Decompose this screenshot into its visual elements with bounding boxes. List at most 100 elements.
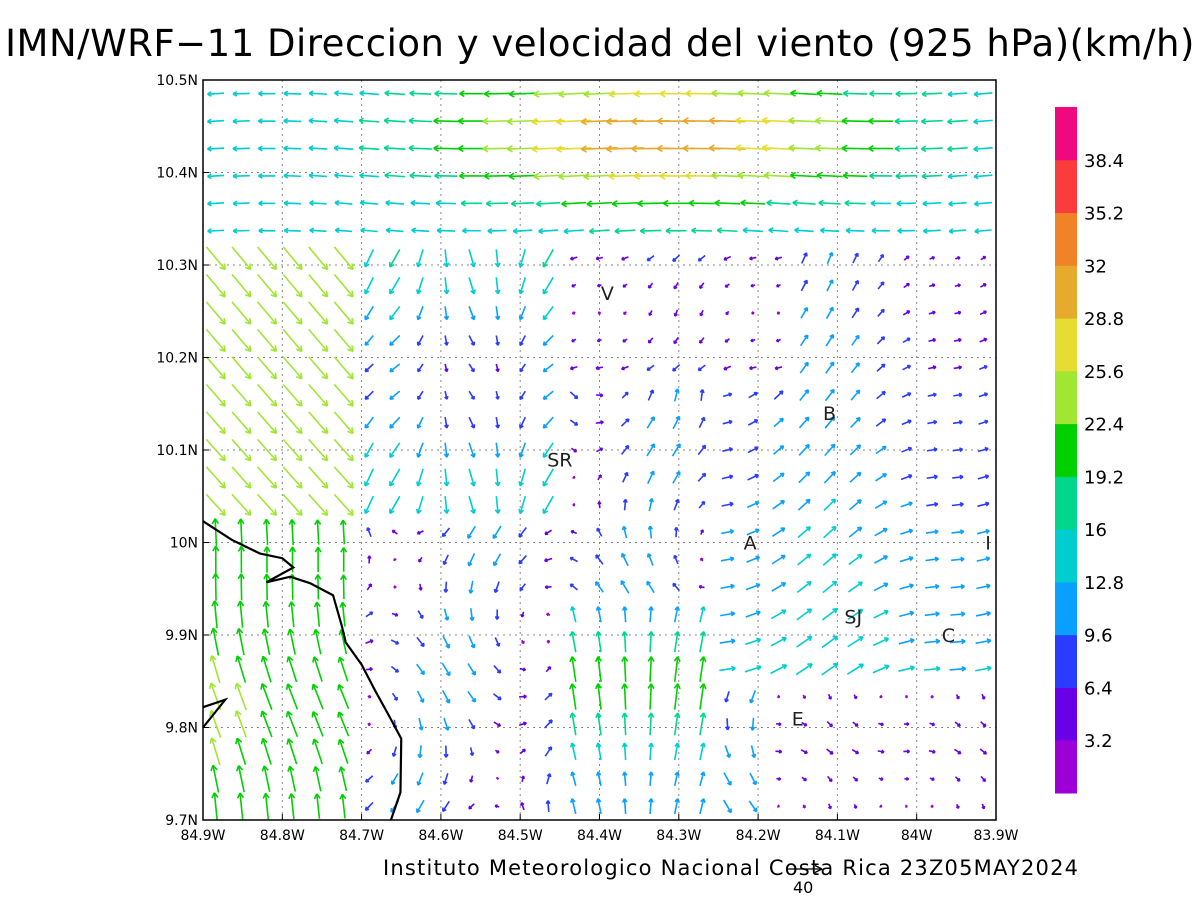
wind-vector: [949, 638, 966, 645]
wind-vector: [697, 444, 707, 456]
wind-vector: [308, 466, 329, 489]
wind-vector: [800, 306, 809, 319]
wind-vector: [496, 776, 500, 780]
wind-vector: [621, 683, 629, 710]
wind-vector: [260, 683, 273, 710]
wind-vector: [595, 798, 602, 815]
wind-vector: [207, 173, 225, 180]
wind-vector: [975, 638, 992, 645]
wind-vector: [620, 580, 630, 594]
wind-vector: [904, 776, 910, 781]
wind-vector: [901, 392, 912, 398]
wind-vector: [542, 416, 554, 429]
wind-vector: [467, 663, 476, 676]
wind-vector: [519, 363, 526, 373]
wind-vector: [340, 547, 348, 572]
wind-vector: [231, 383, 252, 407]
colorbar-segment: [1055, 265, 1077, 319]
wind-vector: [953, 392, 963, 398]
wind-vector: [542, 334, 554, 347]
wind-vector: [494, 277, 501, 295]
wind-vector: [518, 721, 527, 726]
wind-vector: [416, 335, 424, 346]
wind-vector: [468, 495, 477, 515]
wind-vector: [257, 118, 276, 125]
wind-vector: [492, 525, 502, 540]
wind-vector: [798, 443, 810, 456]
wind-vector: [570, 771, 577, 787]
wind-vector: [258, 200, 276, 207]
wind-vector: [973, 173, 993, 180]
wind-vector: [792, 199, 816, 207]
wind-vector: [647, 631, 655, 653]
wind-vector: [236, 600, 245, 628]
wind-vector: [467, 690, 477, 703]
wind-vector: [748, 391, 758, 399]
wind-vector: [842, 172, 868, 180]
wind-vector: [647, 525, 653, 539]
wind-vector: [495, 417, 501, 429]
wind-vector: [621, 525, 628, 539]
wind-vector: [231, 301, 252, 325]
colorbar-label: 9.6: [1084, 626, 1113, 647]
wind-vector: [262, 792, 270, 820]
wind-vector: [621, 631, 628, 653]
wind-vector: [556, 145, 592, 153]
wind-vector: [258, 90, 276, 97]
wind-vector: [391, 612, 399, 617]
wind-vector: [745, 610, 761, 618]
wind-vector: [924, 611, 940, 617]
wind-vector: [929, 777, 935, 781]
wind-vector: [483, 172, 511, 180]
wind-vector: [283, 145, 302, 152]
wind-vector: [897, 227, 916, 234]
wind-vector: [621, 391, 629, 399]
wind-vector: [875, 418, 887, 427]
wind-vector: [434, 90, 458, 97]
lat-tick-label: 10.5N: [156, 73, 198, 89]
wind-vector: [365, 775, 374, 783]
wind-vector: [544, 692, 553, 701]
wind-vector: [518, 442, 527, 458]
wind-vector: [287, 628, 296, 655]
wind-vector: [926, 474, 938, 480]
wind-vector: [365, 611, 374, 618]
colorbar-segment: [1055, 370, 1077, 425]
wind-vector: [468, 635, 476, 649]
wind-vector: [646, 255, 655, 262]
wind-vector: [558, 90, 590, 98]
wind-vector: [492, 553, 502, 567]
wind-vector: [462, 227, 481, 234]
wind-vector: [443, 581, 449, 593]
wind-vector: [393, 585, 397, 589]
wind-vector: [930, 804, 934, 808]
wind-vector: [385, 227, 404, 234]
wind-vector: [596, 527, 603, 537]
wind-vector: [870, 200, 891, 207]
wind-vector: [844, 199, 866, 207]
wind-vector: [485, 200, 509, 207]
wind-vector: [849, 499, 862, 511]
wind-vector: [311, 738, 323, 765]
wind-vector: [750, 745, 757, 759]
wind-vector: [947, 173, 968, 180]
wind-vector: [334, 90, 353, 97]
wind-vector: [673, 606, 680, 623]
wind-vector: [841, 117, 869, 125]
wind-vector: [621, 712, 629, 736]
wind-vector: [468, 718, 476, 730]
colorbar-label: 28.8: [1084, 309, 1124, 330]
wind-vector: [366, 527, 372, 538]
wind-vector: [556, 117, 592, 126]
wind-vector: [417, 610, 424, 620]
wind-vector: [749, 772, 757, 786]
wind-vector: [482, 144, 512, 153]
wind-vector: [364, 334, 374, 347]
wind-vector: [441, 527, 451, 538]
wind-vector: [383, 144, 406, 152]
wind-vector: [207, 91, 225, 97]
wind-vector: [282, 466, 303, 489]
wind-vector: [232, 227, 250, 234]
wind-vector: [308, 493, 329, 517]
colorbar-label: 35.2: [1084, 204, 1124, 225]
